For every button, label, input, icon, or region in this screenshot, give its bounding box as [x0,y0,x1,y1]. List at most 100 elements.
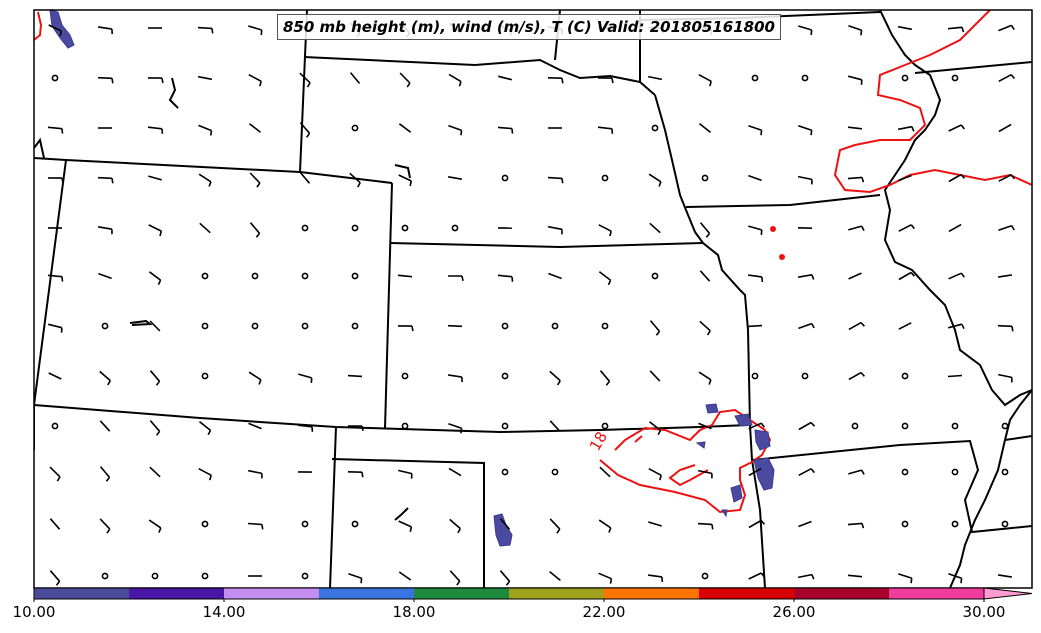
calm-wind-marker [251,322,259,330]
precip-blob [695,441,706,449]
wind-barb [547,77,564,84]
calm-wind-marker [401,372,409,380]
wind-barb [397,325,414,332]
wind-barb [348,573,363,584]
wind-barb [148,519,162,533]
wind-barb [947,323,965,330]
wind-barb [448,467,462,477]
wind-barb [547,176,564,184]
wind-barb [697,469,713,479]
wind-barb [748,174,762,182]
wind-barb [197,26,214,34]
wind-barb [149,466,161,478]
wind-barb [249,123,261,133]
wind-barb [597,126,614,134]
border-line [34,137,45,159]
calm-wind-marker [201,322,209,330]
wind-barb [898,573,913,584]
calm-wind-marker [201,272,209,280]
wind-barb [299,172,311,184]
colorbar-tick-label: 30.00 [962,603,1006,621]
wind-barb [847,522,865,529]
wind-barb [648,173,662,187]
wind-barb [247,522,264,530]
border-line [394,507,409,521]
calm-wind-marker [351,124,359,132]
calm-wind-marker [1001,520,1009,528]
wind-barb [149,370,161,386]
wind-barb [147,126,164,134]
border-line [394,164,411,179]
colorbar-segment [319,588,415,599]
calm-wind-marker [801,372,809,380]
wind-barb [848,469,865,475]
contour-line [833,10,1032,194]
wind-barb [699,320,711,336]
wind-barb [448,422,463,434]
colorbar-segment [414,588,510,599]
wind-barb [248,422,262,430]
border-line [331,458,485,588]
wind-barb [549,570,561,582]
contour-line [668,464,709,487]
calm-wind-marker [651,124,659,132]
colorbar-tick-label: 26.00 [772,603,816,621]
wind-barb [598,224,612,237]
wind-barb [349,172,361,188]
wind-barb [449,518,461,534]
colorbar-segment [604,588,700,599]
wind-barb [898,224,916,232]
wind-barb [748,519,766,529]
wind-barb [549,370,561,386]
wind-barb [248,73,262,87]
wind-barb [97,26,113,35]
wind-barb [49,466,61,482]
calm-wind-marker [1001,468,1009,476]
colorbar-segment [34,588,130,599]
colorbar-outline [33,587,985,600]
wind-barb [747,274,764,282]
colorbar-extend-arrow [983,587,1033,600]
calm-wind-marker [601,174,609,182]
wind-barb [348,425,364,432]
wind-barb [847,126,863,130]
wind-barb [797,274,815,280]
wind-barb [148,175,162,181]
calm-wind-marker [351,224,359,232]
colorbar-segment [224,588,320,599]
wind-barb [99,370,111,386]
contour-line [634,435,643,443]
wind-barb [299,72,311,88]
calm-wind-marker [451,224,459,232]
wind-barb [998,373,1013,383]
border-line [329,426,337,588]
wind-barb [798,125,813,136]
wind-barb [947,374,963,378]
border-line [303,56,656,96]
wind-barb [847,574,863,578]
calm-wind-marker [501,322,509,330]
border-line [384,182,393,429]
wind-barb [48,24,63,36]
wind-barb [998,24,1015,32]
wind-barb [948,572,963,584]
wind-barb [398,174,413,187]
wind-barb [748,225,763,235]
wind-barb [848,272,862,280]
calm-wind-marker [901,422,909,430]
wind-barb [599,370,611,386]
calm-wind-marker [951,468,959,476]
contour-dot [779,254,785,260]
wind-barb [798,520,812,528]
wind-barb [597,77,614,84]
wind-barb [948,173,966,183]
wind-barb [998,73,1016,83]
calm-wind-marker [401,422,409,430]
wind-barb [598,271,612,286]
wind-barb [347,374,363,378]
wind-barb [148,271,162,286]
border-line [751,439,1032,534]
wind-barb [998,174,1016,182]
wind-barb [398,571,412,581]
wind-barb [599,466,611,478]
